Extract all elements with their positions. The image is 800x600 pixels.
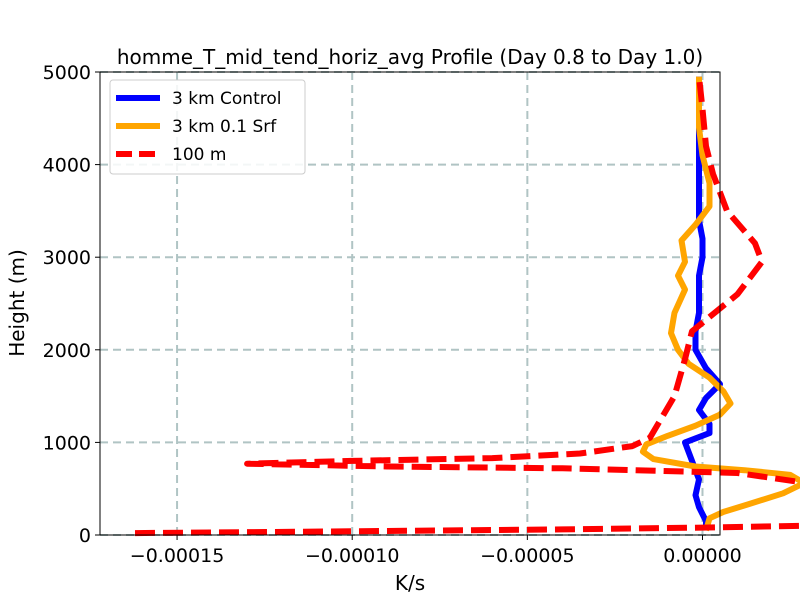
x-axis-label: K/s — [395, 571, 425, 595]
legend-label: 3 km 0.1 Srf — [172, 117, 277, 137]
legend: 3 km Control 3 km 0.1 Srf 100 m — [109, 79, 306, 175]
legend-box — [109, 79, 306, 175]
y-axis-label: Height (m) — [5, 249, 29, 357]
series-line-3-km-0-1-srf — [639, 76, 800, 532]
y-tick-label: 3000 — [43, 247, 91, 269]
y-tick-label: 0 — [79, 525, 91, 547]
legend-label: 3 km Control — [172, 89, 281, 109]
y-tick-label: 2000 — [43, 340, 91, 362]
series-layer — [134, 76, 800, 537]
legend-label: 100 m — [172, 145, 226, 165]
y-tick-label: 1000 — [43, 432, 91, 454]
y-axis: 0 1000 2000 3000 4000 5000 — [43, 62, 100, 547]
y-tick-label: 4000 — [43, 155, 91, 177]
x-tick-label: −0.00015 — [130, 545, 225, 567]
series-line-100-m — [134, 76, 800, 537]
plot-frame — [99, 71, 721, 536]
y-tick-label: 5000 — [43, 62, 91, 84]
x-tick-label: −0.00010 — [305, 545, 400, 567]
chart-title: homme_T_mid_tend_horiz_avg Profile (Day … — [117, 45, 703, 69]
x-tick-label: −0.00005 — [480, 545, 575, 567]
x-tick-label: 0.00000 — [663, 545, 742, 567]
